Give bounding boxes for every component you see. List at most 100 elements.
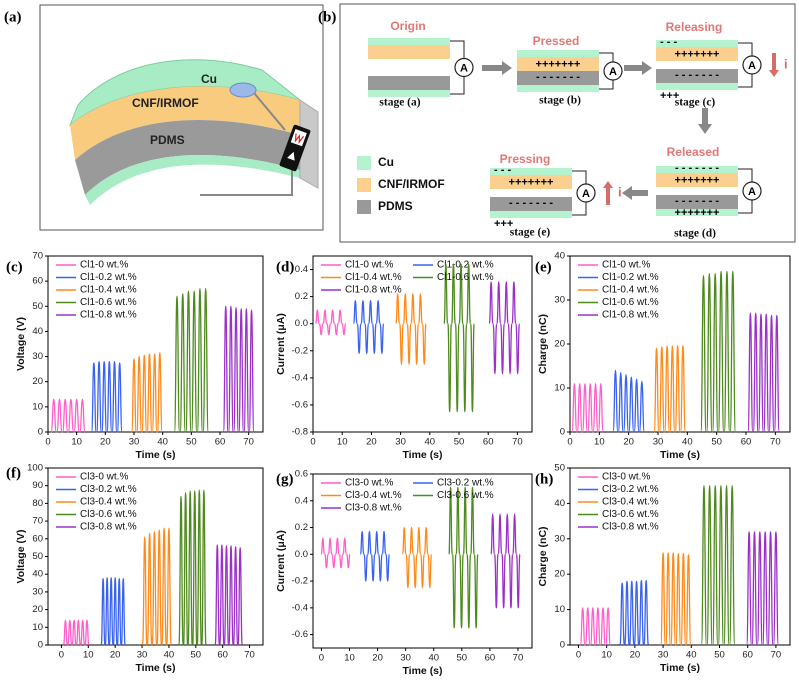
x-tick-label: 60 — [217, 650, 228, 661]
pulse — [96, 360, 102, 433]
y-tick-label: 30 — [554, 533, 565, 544]
pulse — [728, 485, 736, 646]
pulse — [409, 526, 414, 555]
pulse — [587, 382, 594, 433]
pulse — [680, 553, 687, 646]
pulse — [192, 490, 198, 646]
pulse — [458, 263, 464, 325]
cnf-layer — [368, 45, 450, 59]
y-tick-label: 100 — [27, 463, 43, 474]
pulse — [202, 288, 209, 433]
x-tick-label: 50 — [191, 650, 202, 661]
pulse — [364, 323, 370, 355]
pulse — [196, 489, 203, 646]
x-tick-label: 70 — [244, 650, 255, 661]
panel-label: (f) — [6, 465, 21, 481]
pulse — [488, 281, 494, 325]
x-tick-label: 50 — [714, 650, 725, 661]
pulse — [116, 577, 122, 646]
pulse — [104, 577, 110, 646]
pulse — [592, 382, 599, 433]
pulse — [108, 577, 114, 646]
pulse — [605, 607, 612, 646]
charge: +++++++ — [675, 174, 720, 186]
ammeter-label: A — [460, 62, 468, 74]
pulse — [375, 300, 381, 325]
x-tick-label: 70 — [771, 650, 782, 661]
stage-title: Released — [667, 145, 720, 159]
pulse — [56, 398, 63, 433]
x-tick-label: 20 — [110, 650, 121, 661]
pulse — [747, 312, 754, 433]
y-tick-label: 10 — [554, 383, 565, 394]
pulse — [581, 382, 588, 433]
pulse — [451, 553, 457, 629]
pulse — [665, 552, 672, 646]
plot-frame — [569, 467, 791, 646]
legend-swatch — [357, 156, 371, 170]
cnf-layer — [656, 173, 738, 187]
stage-caption: stage (b) — [539, 95, 581, 107]
pulse — [515, 553, 521, 609]
pulse — [219, 544, 225, 646]
charge: +++ — [660, 90, 679, 102]
pulse — [500, 323, 505, 375]
x-axis-label: Time (s) — [660, 662, 700, 674]
y-tick-label: -0.2 — [292, 576, 308, 587]
pulse — [501, 553, 506, 609]
pulse — [466, 553, 472, 629]
legend-label: Cl1-0.6 wt.% — [80, 297, 137, 308]
x-tick-label: 20 — [366, 437, 377, 448]
pulse — [237, 546, 243, 646]
pulse — [116, 362, 123, 433]
pulse — [751, 531, 758, 646]
pulse — [402, 293, 408, 325]
y-tick-label: -0.4 — [292, 602, 308, 613]
pulse — [711, 272, 719, 433]
pulse — [773, 314, 780, 433]
x-tick-label: 40 — [428, 653, 439, 664]
pulse — [579, 607, 586, 646]
y-tick-label: 40 — [32, 569, 43, 580]
pulse — [462, 323, 468, 413]
y-tick-label: 0.6 — [295, 469, 308, 480]
pulse — [685, 554, 692, 646]
legend-label: Cl3-0.6 wt.% — [602, 509, 659, 520]
pulse — [100, 577, 106, 646]
pulse — [363, 553, 369, 582]
electrode — [229, 82, 257, 98]
legend-label: Cl3-0.6 wt.% — [80, 509, 137, 520]
pulse — [612, 369, 619, 433]
y-tick-label: 70 — [32, 516, 43, 527]
legend-label: Cl1-0 wt.% — [602, 260, 650, 271]
legend-label: PDMS — [378, 199, 413, 213]
legend-label: Cl3-0.8 wt.% — [602, 522, 659, 533]
pulse — [658, 346, 665, 433]
y-axis-label: Current (μA) — [275, 313, 287, 375]
pulse — [131, 358, 137, 433]
x-axis-label: Time (s) — [135, 449, 175, 461]
pulse — [318, 323, 324, 336]
pulse — [455, 486, 461, 555]
charge: +++ — [494, 218, 513, 230]
stage-caption: stage (c) — [675, 97, 716, 109]
x-tick-label: 40 — [682, 437, 693, 448]
cu-layer — [517, 85, 599, 92]
charge: - - - - - - - — [675, 195, 719, 207]
pulse — [185, 290, 192, 433]
x-axis-label: Time (s) — [402, 449, 442, 461]
charge: - - - — [494, 164, 511, 176]
pulse — [638, 380, 645, 433]
pulse — [112, 577, 118, 646]
pulse — [653, 347, 660, 433]
pulse — [120, 577, 126, 646]
y-tick-label: 40 — [554, 251, 565, 262]
x-tick-label: 50 — [186, 437, 197, 448]
pulse — [706, 272, 713, 433]
legend-label: Cl1-0.6 wt.% — [437, 272, 494, 283]
x-tick-label: 0 — [310, 437, 315, 448]
x-axis-label: Time (s) — [660, 449, 700, 461]
wire — [738, 42, 753, 88]
x-tick-label: 10 — [601, 650, 612, 661]
panel-label: (e) — [535, 259, 552, 275]
